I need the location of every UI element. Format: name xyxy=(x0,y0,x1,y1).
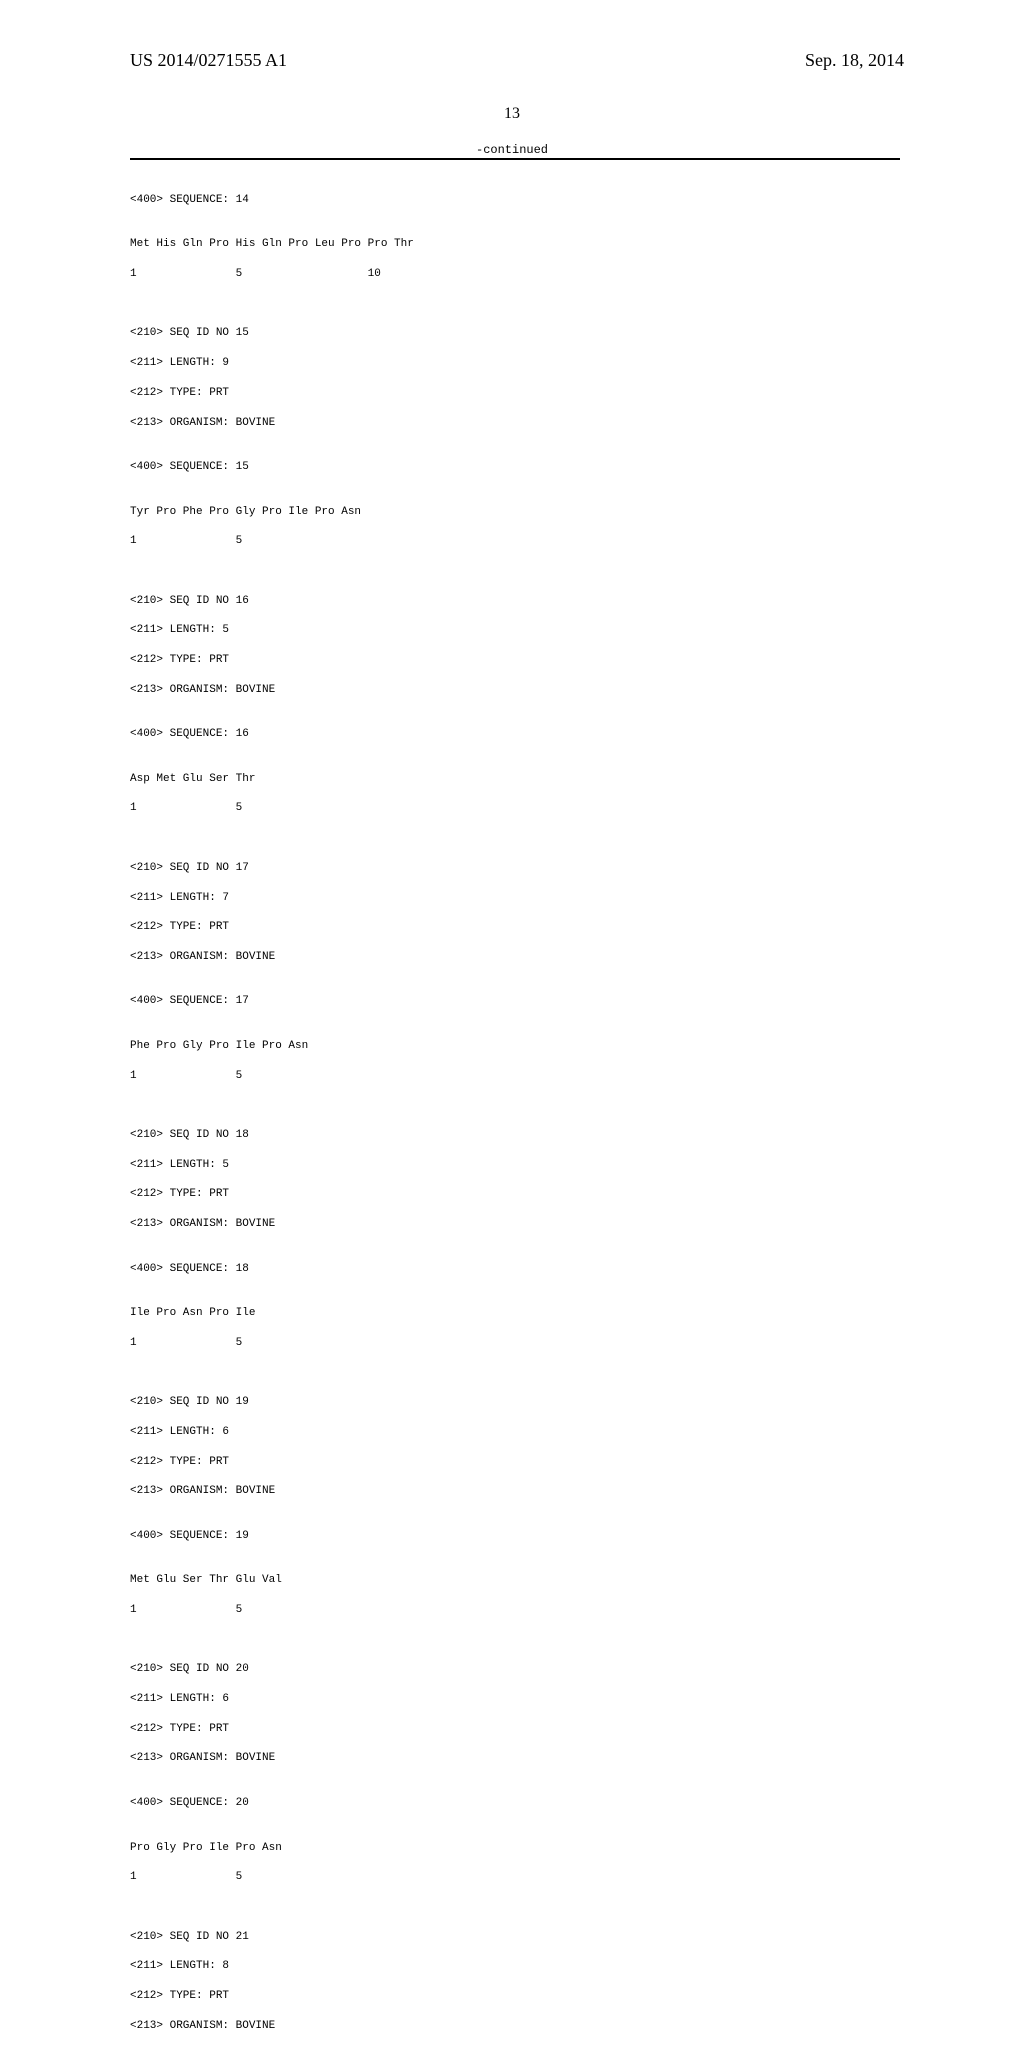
seq20-header: <400> SEQUENCE: 20 xyxy=(130,1796,900,1811)
patent-number: US 2014/0271555 A1 xyxy=(130,50,287,71)
seq18-type: <212> TYPE: PRT xyxy=(130,1187,900,1202)
seq16-line1: Asp Met Glu Ser Thr xyxy=(130,772,900,787)
seq19-length: <211> LENGTH: 6 xyxy=(130,1425,900,1440)
publication-date: Sep. 18, 2014 xyxy=(805,50,904,71)
seq19-id: <210> SEQ ID NO 19 xyxy=(130,1395,900,1410)
seq16-id: <210> SEQ ID NO 16 xyxy=(130,594,900,609)
seq18-line2: 1 5 xyxy=(130,1336,900,1351)
seq21-length: <211> LENGTH: 8 xyxy=(130,1959,900,1974)
seq17-organism: <213> ORGANISM: BOVINE xyxy=(130,950,900,965)
seq15-type: <212> TYPE: PRT xyxy=(130,386,900,401)
seq19-header: <400> SEQUENCE: 19 xyxy=(130,1529,900,1544)
seq16-header: <400> SEQUENCE: 16 xyxy=(130,727,900,742)
seq19-line1: Met Glu Ser Thr Glu Val xyxy=(130,1573,900,1588)
seq21-id: <210> SEQ ID NO 21 xyxy=(130,1930,900,1945)
seq20-organism: <213> ORGANISM: BOVINE xyxy=(130,1751,900,1766)
seq20-line2: 1 5 xyxy=(130,1870,900,1885)
seq18-id: <210> SEQ ID NO 18 xyxy=(130,1128,900,1143)
seq15-line2: 1 5 xyxy=(130,534,900,549)
seq15-header: <400> SEQUENCE: 15 xyxy=(130,460,900,475)
seq16-organism: <213> ORGANISM: BOVINE xyxy=(130,683,900,698)
seq17-header: <400> SEQUENCE: 17 xyxy=(130,994,900,1009)
seq20-id: <210> SEQ ID NO 20 xyxy=(130,1662,900,1677)
seq17-line1: Phe Pro Gly Pro Ile Pro Asn xyxy=(130,1039,900,1054)
seq21-type: <212> TYPE: PRT xyxy=(130,1989,900,2004)
seq17-id: <210> SEQ ID NO 17 xyxy=(130,861,900,876)
seq20-length: <211> LENGTH: 6 xyxy=(130,1692,900,1707)
seq21-organism: <213> ORGANISM: BOVINE xyxy=(130,2019,900,2034)
seq18-length: <211> LENGTH: 5 xyxy=(130,1158,900,1173)
seq17-length: <211> LENGTH: 7 xyxy=(130,891,900,906)
divider-line xyxy=(130,158,900,160)
seq15-line1: Tyr Pro Phe Pro Gly Pro Ile Pro Asn xyxy=(130,505,900,520)
seq16-type: <212> TYPE: PRT xyxy=(130,653,900,668)
seq14-line1: Met His Gln Pro His Gln Pro Leu Pro Pro … xyxy=(130,237,900,252)
seq18-line1: Ile Pro Asn Pro Ile xyxy=(130,1306,900,1321)
continued-label: -continued xyxy=(476,143,548,157)
seq19-organism: <213> ORGANISM: BOVINE xyxy=(130,1484,900,1499)
page-header: US 2014/0271555 A1 Sep. 18, 2014 xyxy=(0,50,1024,71)
seq18-organism: <213> ORGANISM: BOVINE xyxy=(130,1217,900,1232)
seq17-line2: 1 5 xyxy=(130,1069,900,1084)
sequence-listing: <400> SEQUENCE: 14 Met His Gln Pro His G… xyxy=(130,178,900,2048)
seq15-length: <211> LENGTH: 9 xyxy=(130,356,900,371)
page-number: 13 xyxy=(504,105,520,123)
seq15-id: <210> SEQ ID NO 15 xyxy=(130,326,900,341)
seq17-type: <212> TYPE: PRT xyxy=(130,920,900,935)
seq19-line2: 1 5 xyxy=(130,1603,900,1618)
seq16-length: <211> LENGTH: 5 xyxy=(130,623,900,638)
seq15-organism: <213> ORGANISM: BOVINE xyxy=(130,416,900,431)
seq14-header: <400> SEQUENCE: 14 xyxy=(130,193,900,208)
seq18-header: <400> SEQUENCE: 18 xyxy=(130,1262,900,1277)
seq20-type: <212> TYPE: PRT xyxy=(130,1722,900,1737)
seq20-line1: Pro Gly Pro Ile Pro Asn xyxy=(130,1841,900,1856)
seq19-type: <212> TYPE: PRT xyxy=(130,1455,900,1470)
seq16-line2: 1 5 xyxy=(130,801,900,816)
seq14-line2: 1 5 10 xyxy=(130,267,900,282)
